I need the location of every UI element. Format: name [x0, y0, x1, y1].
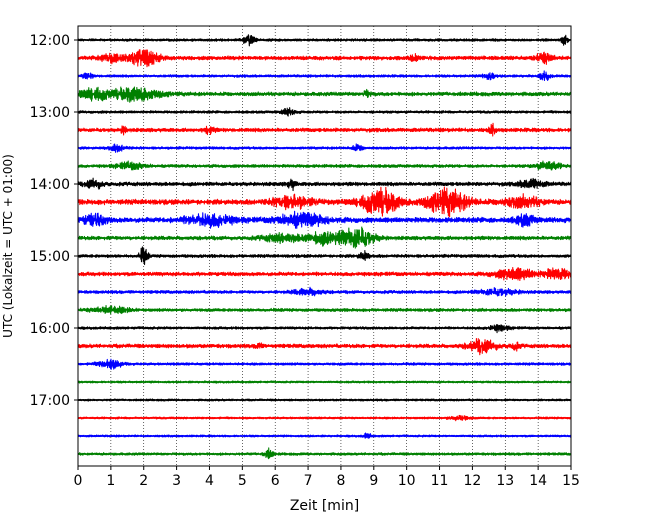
x-axis-label: Zeit [min] [290, 498, 359, 514]
x-tick-label: 9 [369, 473, 378, 489]
y-tick-label: 16:00 [30, 321, 70, 337]
x-tick-label: 4 [205, 473, 214, 489]
y-tick-label: 12:00 [30, 33, 70, 49]
y-axis-label: UTC (Lokalzeit = UTC + 01:00) [1, 154, 15, 338]
x-tick-label: 11 [431, 473, 449, 489]
trace-lines [77, 34, 572, 460]
plot-frame [77, 25, 572, 467]
x-tick-label: 7 [304, 473, 313, 489]
x-tick-label: 10 [398, 473, 416, 489]
y-tick-label: 13:00 [30, 105, 70, 121]
x-ticks: 0 1 2 3 4 5 6 7 8 9 10 11 12 13 14 15 [74, 466, 580, 489]
x-tick-label: 14 [529, 473, 547, 489]
grid-lines [110, 26, 539, 466]
y-ticks: 12:00 13:00 14:00 15:00 16:00 17:00 [30, 33, 78, 409]
x-tick-label: 0 [74, 473, 83, 489]
x-tick-label: 2 [139, 473, 148, 489]
x-tick-label: 6 [271, 473, 280, 489]
y-tick-label: 14:00 [30, 177, 70, 193]
y-tick-label: 17:00 [30, 393, 70, 409]
y-tick-label: 15:00 [30, 249, 70, 265]
x-tick-label: 12 [463, 473, 481, 489]
x-tick-label: 3 [172, 473, 181, 489]
x-tick-label: 13 [496, 473, 514, 489]
x-tick-label: 1 [106, 473, 115, 489]
x-tick-label: 8 [336, 473, 345, 489]
x-tick-label: 15 [562, 473, 580, 489]
x-tick-label: 5 [238, 473, 247, 489]
